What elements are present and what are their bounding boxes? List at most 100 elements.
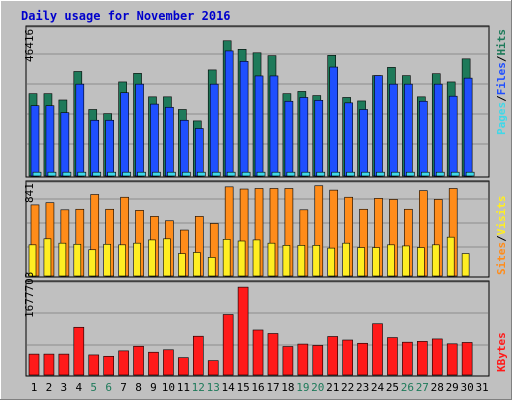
- pages-bar-day-16: [256, 171, 266, 177]
- kbytes-bar-day-6: [103, 355, 114, 376]
- files-bar-day-11: [180, 119, 189, 177]
- kbytes-bar-day-24: [372, 323, 383, 376]
- sites-bar-day-9: [148, 239, 156, 277]
- sites-bar-day-12: [192, 252, 201, 277]
- legend-sep-2: /: [495, 55, 508, 62]
- x-label-day-3: 3: [61, 381, 68, 394]
- kbytes-bar-day-2: [43, 353, 55, 376]
- pages-bar-day-9: [152, 171, 161, 177]
- sites-bar-day-7: [118, 244, 126, 277]
- kbytes-bar-day-13: [207, 360, 219, 376]
- files-bar-day-14: [224, 50, 234, 177]
- x-label-day-13: 13: [207, 381, 220, 394]
- kbytes-bar-day-12: [192, 335, 204, 376]
- files-bar-day-22: [344, 102, 353, 177]
- files-bar-day-15: [239, 61, 249, 177]
- pages-bar-day-21: [331, 171, 341, 177]
- x-label-day-31: 31: [475, 381, 488, 394]
- x-label-day-14: 14: [222, 381, 236, 394]
- kbytes-bar-day-30: [461, 342, 473, 376]
- pages-bar-day-26: [406, 171, 415, 177]
- x-label-day-9: 9: [150, 381, 157, 394]
- chart-bars: [28, 40, 475, 376]
- kbytes-bar-day-20: [312, 345, 324, 376]
- files-bar-day-3: [60, 112, 70, 177]
- files-bar-day-21: [329, 66, 339, 177]
- x-label-day-29: 29: [446, 381, 459, 394]
- x-label-day-2: 2: [46, 381, 53, 394]
- pages-bar-day-7: [122, 171, 131, 177]
- files-bar-day-13: [209, 83, 219, 177]
- legend-sep-3: /: [495, 235, 508, 242]
- top-legend: Pages/Files/Hits: [495, 29, 508, 135]
- middle-legend: Sites/Visits: [495, 196, 508, 276]
- pages-bar-day-30: [465, 171, 475, 177]
- sites-bar-day-4: [73, 243, 82, 277]
- pages-bar-day-8: [137, 171, 146, 177]
- x-label-day-8: 8: [135, 381, 142, 394]
- files-bar-day-27: [419, 100, 428, 177]
- sites-bar-day-16: [252, 239, 261, 277]
- x-label-day-7: 7: [120, 381, 127, 394]
- pages-bar-day-4: [77, 171, 87, 177]
- pages-bar-day-5: [92, 171, 102, 177]
- files-bar-day-25: [389, 83, 398, 177]
- kbytes-bar-day-18: [282, 346, 294, 376]
- kbytes-bar-day-11: [178, 357, 189, 376]
- sites-bar-day-27: [417, 247, 425, 277]
- sites-bar-day-21: [327, 247, 336, 277]
- pages-bar-day-19: [301, 171, 311, 177]
- files-bar-day-12: [194, 128, 204, 177]
- kbytes-bar-day-16: [252, 329, 264, 376]
- sites-bar-day-19: [297, 245, 306, 277]
- files-bar-day-7: [120, 92, 129, 177]
- x-label-day-22: 22: [341, 381, 354, 394]
- sites-bar-day-23: [357, 247, 365, 277]
- files-bar-day-28: [433, 83, 443, 177]
- sites-bar-day-15: [237, 240, 246, 277]
- pages-bar-day-28: [435, 171, 445, 177]
- x-label-day-5: 5: [90, 381, 97, 394]
- sites-bar-day-3: [58, 242, 67, 277]
- sites-bar-day-29: [446, 236, 455, 277]
- legend-kbytes: KBytes: [495, 332, 508, 372]
- sites-bar-day-10: [163, 238, 171, 277]
- x-label-day-28: 28: [431, 381, 444, 394]
- files-bar-day-24: [374, 75, 383, 177]
- x-label-day-20: 20: [311, 381, 324, 394]
- chart-title: Daily usage for November 2016: [21, 9, 231, 23]
- pages-bar-day-29: [450, 171, 460, 177]
- pages-bar-day-13: [211, 171, 221, 177]
- kbytes-bar-day-22: [342, 339, 353, 376]
- legend-sep-1: /: [495, 95, 508, 102]
- pages-bar-day-24: [376, 171, 385, 177]
- files-bar-day-9: [150, 103, 159, 177]
- kbytes-bar-day-9: [148, 351, 159, 376]
- x-label-day-1: 1: [31, 381, 38, 394]
- sites-bar-day-8: [133, 242, 141, 277]
- files-bar-day-23: [359, 109, 368, 177]
- files-bar-day-8: [135, 83, 144, 177]
- sites-bar-day-20: [312, 245, 321, 277]
- x-label-day-4: 4: [75, 381, 82, 394]
- x-label-day-17: 17: [266, 381, 279, 394]
- files-bar-day-5: [90, 119, 100, 177]
- kbytes-bar-day-10: [163, 349, 174, 376]
- pages-bar-day-25: [391, 171, 400, 177]
- middle-max-label: 841: [23, 183, 36, 203]
- pages-bar-day-14: [226, 171, 236, 177]
- legend-sites: Sites: [495, 242, 508, 275]
- x-label-day-23: 23: [356, 381, 369, 394]
- files-bar-day-6: [105, 119, 114, 177]
- kbytes-bar-day-1: [28, 353, 40, 376]
- x-label-day-15: 15: [236, 381, 249, 394]
- legend-visits: Visits: [495, 196, 508, 236]
- pages-bar-day-15: [241, 171, 251, 177]
- sites-bar-day-28: [431, 244, 440, 277]
- kbytes-bar-day-14: [222, 314, 234, 376]
- legend-pages: Pages: [495, 102, 508, 135]
- kbytes-bar-day-28: [431, 338, 443, 376]
- files-bar-day-10: [165, 106, 174, 177]
- kbytes-bar-day-3: [58, 353, 70, 376]
